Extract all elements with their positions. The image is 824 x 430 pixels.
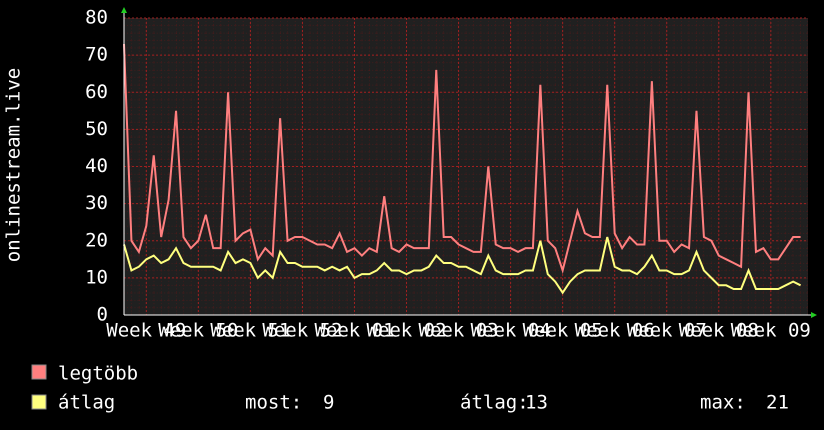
x-tick-label: Week 06 [575, 320, 655, 342]
y-tick-label: 20 [85, 229, 108, 251]
legend-swatch [31, 364, 47, 380]
x-tick-label: Week 03 [419, 320, 499, 342]
stat-label: most: [245, 392, 302, 414]
y-tick-label: 10 [85, 266, 108, 288]
y-tick-label: 50 [85, 118, 108, 140]
y-tick-label: 70 [85, 44, 108, 66]
stat-value: 9 [323, 392, 334, 414]
x-tick-label: Week 04 [471, 320, 551, 342]
series-line [123, 236, 802, 295]
x-tick-label: Week 05 [523, 320, 603, 342]
y-tick-label: 30 [85, 192, 108, 214]
y-tick-label: 0 [97, 304, 108, 326]
stat-label: max: [700, 392, 746, 414]
legend-label: átlag [58, 392, 115, 414]
y-axis-label: onlinestream.live [3, 68, 25, 262]
legend-label: legtöbb [58, 363, 138, 385]
x-tick-label: Week 50 [158, 320, 238, 342]
x-arrow [811, 312, 817, 318]
legend-swatch [31, 394, 47, 410]
y-tick-label: 80 [85, 7, 108, 29]
stat-label: átlag: [460, 392, 529, 414]
stat-value: 13 [525, 392, 548, 414]
x-tick-label: Week 51 [210, 320, 290, 342]
y-arrow [121, 7, 127, 13]
x-tick-label: Week 02 [366, 320, 446, 342]
y-tick-label: 60 [85, 81, 108, 103]
x-tick-label: Week 49 [106, 320, 186, 342]
stat-value: 21 [766, 392, 789, 414]
y-tick-label: 40 [85, 155, 108, 177]
x-tick-label: Week 07 [627, 320, 707, 342]
series-line [123, 43, 801, 275]
x-tick-label: Week 52 [262, 320, 342, 342]
x-tick-label: Week 01 [314, 320, 394, 342]
x-tick-label: Week 08 [679, 320, 759, 342]
x-tick-label: Week 09 [731, 320, 811, 342]
